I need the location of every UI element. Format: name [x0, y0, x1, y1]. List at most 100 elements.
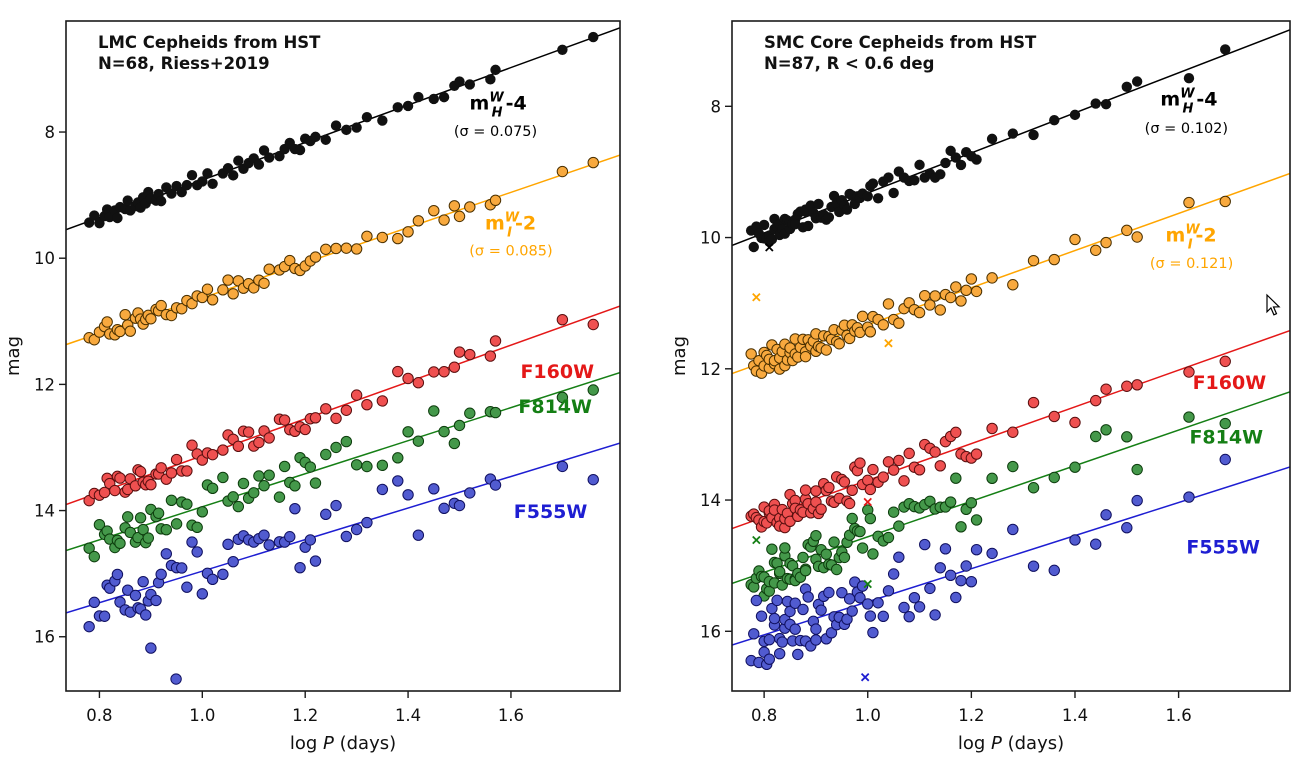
- lmc-point-F814W: [350, 459, 363, 471]
- lmc-band-label-mH-4: mW H -4: [470, 91, 527, 121]
- lmc-point-F814W: [340, 435, 353, 448]
- smc-point-mH-4: [1183, 73, 1195, 84]
- y-tick-label: 10: [700, 229, 721, 248]
- lmc-point-mI-2: [201, 283, 214, 295]
- smc-point-mI-2: [913, 306, 926, 319]
- smc-point-F160W: [986, 422, 998, 435]
- smc-title-line1: SMC Core Cepheids from HST: [764, 33, 1037, 52]
- lmc-point-F160W: [350, 389, 363, 401]
- lmc-point-F814W: [438, 425, 450, 438]
- smc-point-mH-4: [862, 191, 873, 202]
- smc-point-F555W: [1219, 453, 1231, 466]
- lmc-point-mH-4: [490, 64, 501, 76]
- smc-point-mH-4: [1220, 44, 1231, 55]
- smc-point-mH-4: [813, 198, 824, 210]
- lmc-point-F160W: [181, 465, 193, 477]
- y-tick-label: 14: [700, 491, 721, 510]
- smc-point-F160W: [1090, 394, 1102, 407]
- smc-point-F555W: [792, 648, 804, 661]
- lmc-point-F814W: [134, 512, 147, 524]
- lmc-point-F555W: [114, 596, 126, 608]
- smc-point-F555W: [763, 633, 776, 646]
- smc-point-mI-2: [1219, 195, 1231, 208]
- lmc-point-F555W: [340, 530, 353, 543]
- y-axis-label: mag: [669, 336, 690, 376]
- smc-point-mI-2: [1007, 279, 1019, 291]
- lmc-outlier-point-F555W: [170, 673, 182, 685]
- lmc-point-F555W: [587, 473, 599, 486]
- lmc-point-F160W: [402, 372, 414, 385]
- lmc-point-F814W: [232, 500, 245, 513]
- lmc-point-F814W: [320, 448, 332, 461]
- y-tick-label: 8: [711, 97, 722, 116]
- y-tick-label: 16: [34, 628, 55, 647]
- lmc-point-F555W: [320, 508, 332, 521]
- lmc-point-F814W: [114, 537, 126, 550]
- lmc-point-F814W: [489, 406, 502, 419]
- smc-plot-area: [732, 29, 1290, 682]
- smc-point-F555W: [934, 562, 946, 574]
- smc-point-mH-4: [1090, 98, 1101, 109]
- smc-point-F814W: [887, 506, 900, 518]
- lmc-point-F160W: [448, 361, 461, 373]
- lmc-point-mH-4: [361, 111, 373, 123]
- lmc-point-F814W: [83, 542, 95, 554]
- smc-point-F555W: [903, 610, 915, 623]
- smc-band-label-F555W: F555W: [1186, 536, 1260, 558]
- lmc-point-F160W: [309, 412, 322, 424]
- smc-point-mH-4: [1131, 76, 1143, 87]
- lmc-point-mI-2: [392, 232, 404, 245]
- lmc-point-F160W: [556, 313, 569, 326]
- smc-point-F160W: [970, 448, 983, 460]
- lmc-point-mI-2: [448, 200, 461, 212]
- smc-point-F555W: [864, 610, 877, 622]
- y-tick-label: 12: [34, 375, 55, 394]
- smc-point-mI-2: [1131, 231, 1143, 243]
- lmc-point-F160W: [114, 472, 126, 484]
- smc-fit-line-F555W: [732, 466, 1290, 646]
- lmc-point-mI-2: [320, 243, 332, 255]
- y-axis-label: mag: [3, 336, 24, 376]
- lmc-point-F160W: [320, 403, 332, 415]
- smc-point-mI-2: [950, 281, 962, 293]
- lmc-point-F160W: [145, 479, 157, 491]
- lmc-point-mI-2: [453, 210, 466, 223]
- smc-point-F814W: [1090, 430, 1102, 443]
- smc-point-F555W: [919, 538, 931, 551]
- smc-point-mH-4: [950, 152, 962, 163]
- x-tick-label: 1.0: [855, 706, 881, 725]
- lmc-point-F555W: [284, 531, 296, 543]
- lmc-point-F555W: [330, 499, 342, 512]
- lmc-point-F160W: [587, 318, 599, 331]
- lmc-point-F814W: [453, 419, 466, 432]
- smc-point-mI-2: [1121, 224, 1133, 237]
- lmc-point-mH-4: [197, 176, 208, 187]
- smc-point-F814W: [799, 565, 812, 577]
- x-axis-label: log P (days): [290, 733, 396, 754]
- smc-point-F555W: [950, 591, 962, 604]
- lmc-band-label-F814W: F814W: [518, 396, 592, 418]
- smc-point-mH-4: [888, 187, 899, 199]
- smc-point-F814W: [1048, 471, 1060, 484]
- lmc-point-F160W: [484, 350, 497, 362]
- lmc-point-mI-2: [556, 165, 569, 178]
- smc-point-F160W: [877, 471, 889, 483]
- smc-point-F160W: [1131, 379, 1143, 391]
- lmc-point-F555W: [361, 516, 373, 529]
- x-tick-label: 1.2: [958, 706, 984, 725]
- lmc-point-mI-2: [124, 325, 136, 337]
- smc-point-F160W: [846, 484, 858, 497]
- smc-point-F160W: [893, 454, 905, 467]
- smc-point-F814W: [820, 548, 832, 560]
- lmc-point-F814W: [263, 469, 275, 481]
- smc-point-F814W: [944, 496, 957, 508]
- smc-point-mH-4: [872, 193, 884, 204]
- lmc-point-mI-2: [217, 284, 229, 296]
- smc-point-F555W: [1131, 494, 1143, 507]
- lmc-point-mH-4: [351, 122, 362, 133]
- smc-point-mI-2: [833, 338, 845, 350]
- smc-point-mI-2: [1100, 236, 1112, 249]
- smc-point-mH-4: [914, 159, 925, 171]
- x-tick-label: 0.8: [751, 706, 777, 725]
- lmc-point-mI-2: [412, 215, 425, 227]
